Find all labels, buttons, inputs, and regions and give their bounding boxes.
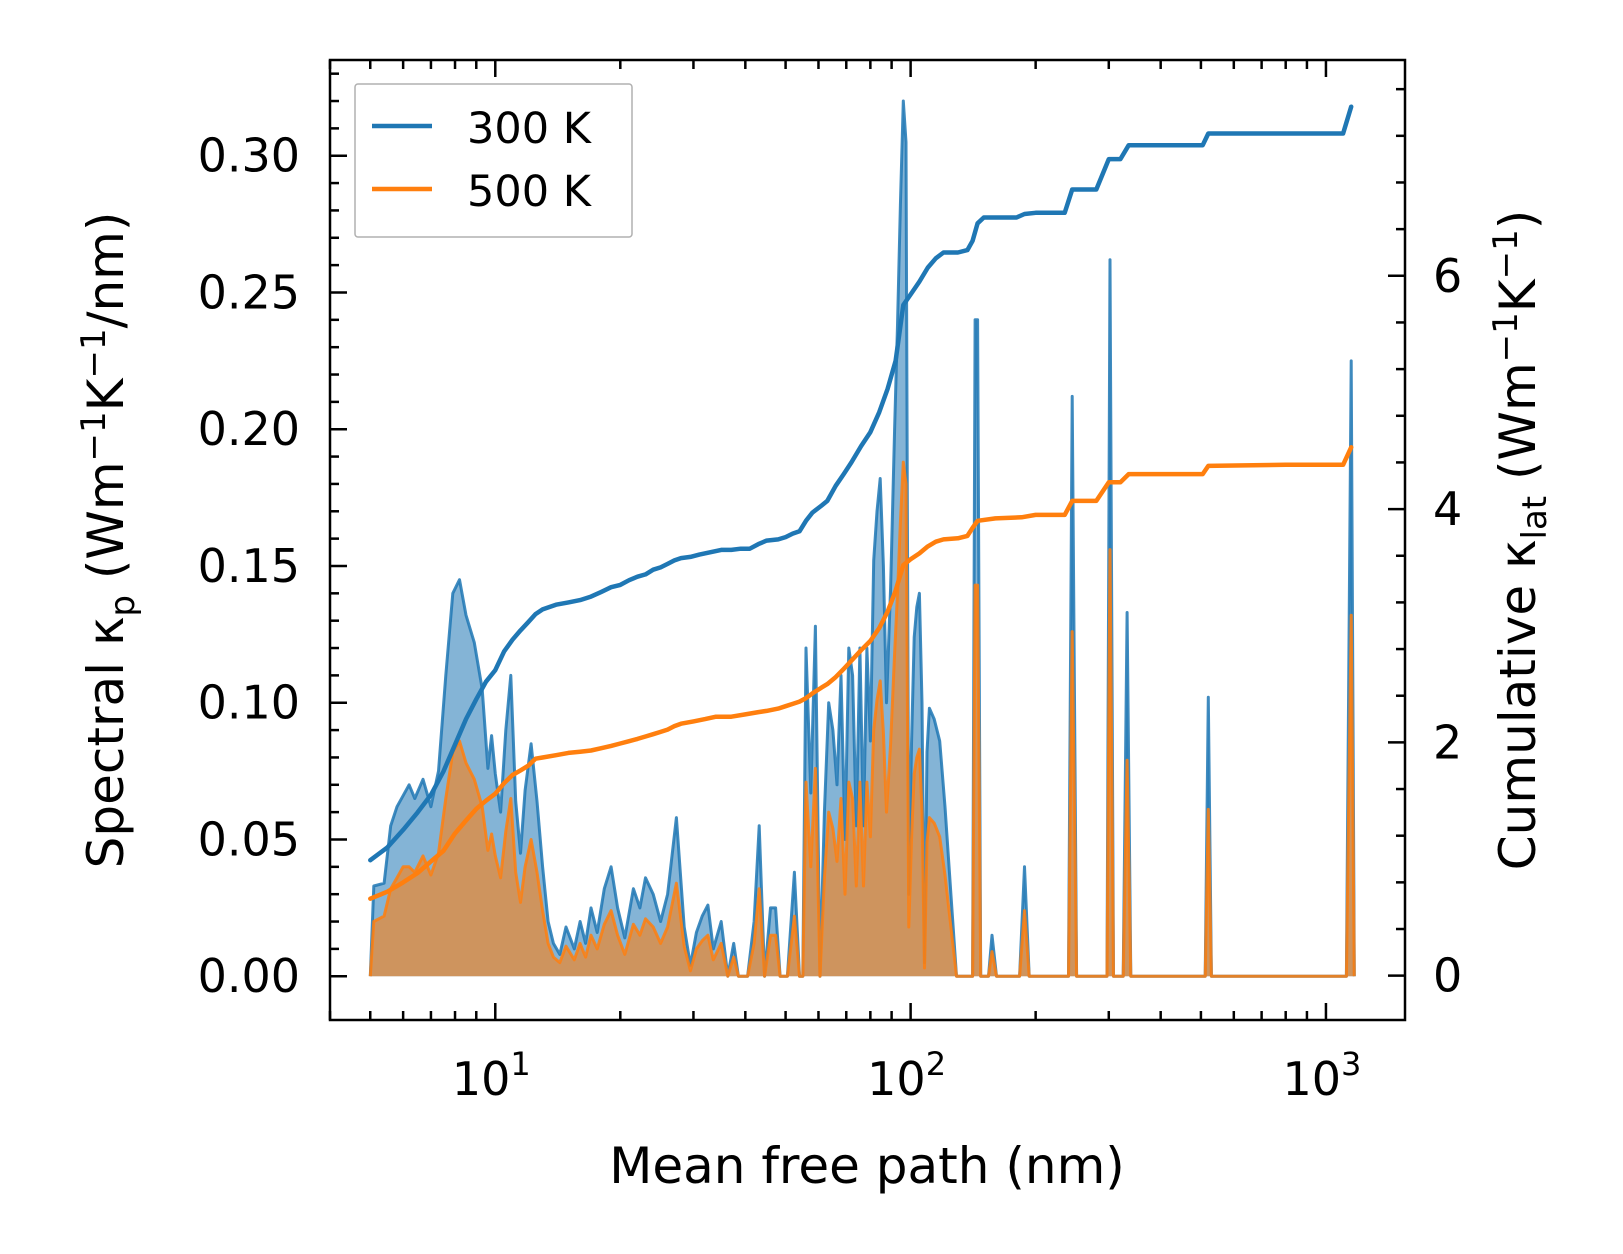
cumulative-layer [368,104,1354,901]
y-left-label-mid: (Wm [77,461,135,595]
legend-box [354,83,633,238]
y-left-label-sub: p [103,595,143,617]
x-tick-label-exponent: 1 [510,1045,530,1083]
y-left-label-post: /nm) [77,212,135,329]
x-tick-label-base: 10 [452,1052,511,1106]
legend: 300 K 500 K [354,83,633,238]
plot-frame [328,58,1407,1022]
cumulative-line-300k [368,104,1354,863]
y-right-tick-label: 2 [1433,715,1462,769]
x-tick-label-base: 10 [1282,1052,1341,1106]
y-left-tick-label: 0.20 [198,402,300,456]
y-left-tick-label: 0.30 [198,129,300,183]
x-tick-label: 103 [1282,1045,1361,1106]
y-left-label-k: K [77,377,135,411]
y-axis-label-left: Spectral κp (Wm−1K−1/nm) [74,212,143,869]
y-right-tick-label: 6 [1433,249,1462,303]
ticks-layer: 101 102 1030.000.050.100.150.200.250.30024… [198,60,1462,1106]
y-left-label-pre: Spectral κ [77,617,135,869]
spectral-layer [368,99,1356,978]
y-left-label-sup2: −1 [74,328,114,378]
y-right-label-post: ) [1489,210,1547,230]
y-right-label-k: K [1489,278,1547,312]
y-right-label-pre: Cumulative κ [1489,539,1547,870]
spectral-line-500k [368,460,1356,978]
x-tick-label-exponent: 2 [926,1045,946,1083]
legend-label-300k: 300 K [467,104,593,154]
y-right-tick-label: 0 [1433,949,1462,1003]
y-left-tick-label: 0.25 [198,265,300,319]
cumulative-line-500k [368,445,1354,901]
y-right-label-sub: lat [1515,496,1555,540]
x-tick-label-base: 10 [867,1052,926,1106]
y-left-tick-label: 0.10 [198,676,300,730]
x-tick-label-exponent: 3 [1341,1045,1361,1083]
x-tick-label: 101 [452,1045,531,1106]
y-right-label-mid: (Wm [1489,362,1547,496]
legend-label-500k: 500 K [467,167,593,217]
spectral-line-300k [368,99,1356,978]
y-left-tick-label: 0.05 [198,812,300,866]
y-left-tick-label: 0.00 [198,949,300,1003]
y-left-tick-label: 0.15 [198,539,300,593]
y-right-label-sup1: −1 [1486,312,1526,362]
y-left-label-sup1: −1 [74,411,114,461]
y-right-tick-label: 4 [1433,482,1462,536]
x-tick-label: 102 [867,1045,946,1106]
x-axis-label: Mean free path (nm) [609,1137,1125,1195]
y-right-label-sup2: −1 [1486,229,1526,279]
y-axis-label-right: Cumulative κlat (Wm−1K−1) [1486,210,1555,870]
